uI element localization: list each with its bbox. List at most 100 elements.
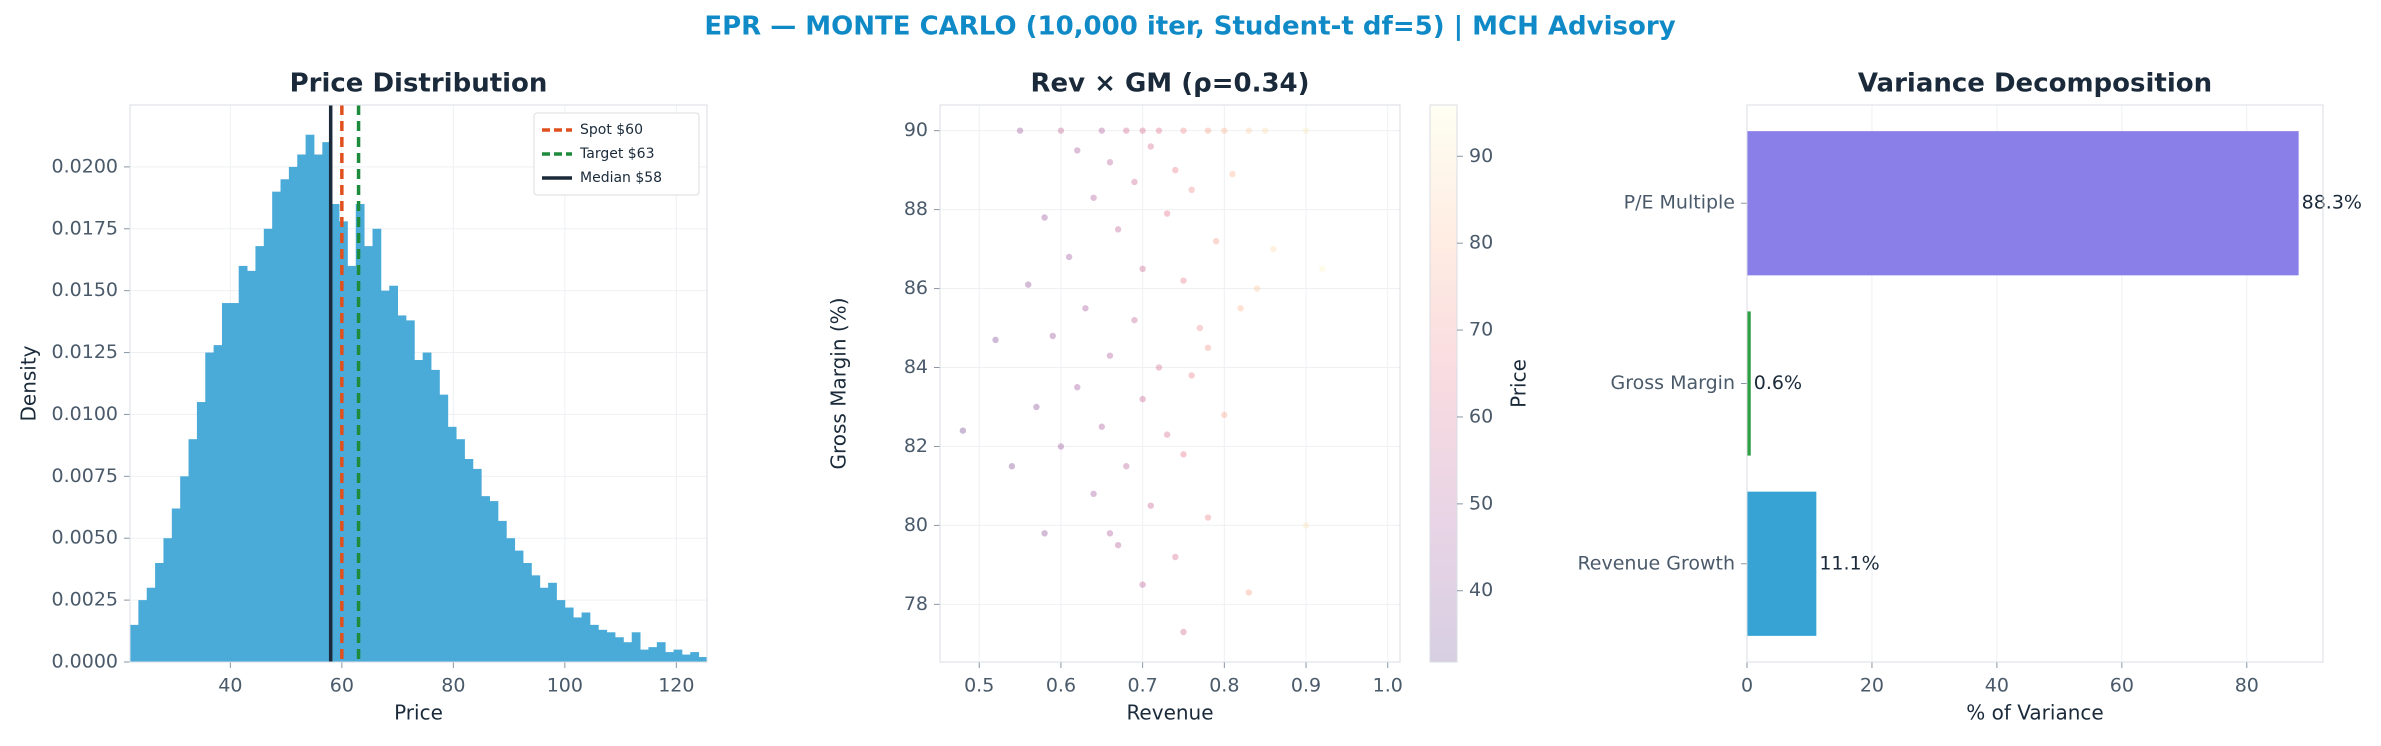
- value-label: 0.6%: [1754, 372, 1802, 394]
- histogram-bar: [506, 538, 516, 662]
- value-label: 88.3%: [2302, 192, 2362, 214]
- y-axis-label: Gross Margin (%): [827, 298, 851, 470]
- histogram-bar: [548, 582, 557, 662]
- legend-label: Target $63: [579, 146, 654, 162]
- histogram-bar: [656, 642, 666, 662]
- scatter-point: [1057, 443, 1065, 450]
- histogram-bar: [405, 320, 415, 662]
- colorbar-tick-label: 80: [1469, 232, 1493, 254]
- x-tick-label: 0.7: [1128, 675, 1158, 697]
- y-tick-label: 82: [904, 435, 928, 457]
- histogram-bar: [380, 290, 390, 662]
- histogram-bar: [556, 600, 566, 662]
- histogram-bar: [297, 154, 307, 662]
- scatter-point: [1090, 194, 1097, 201]
- scatter-point: [1139, 265, 1146, 273]
- histogram-bar: [163, 538, 173, 662]
- histogram-bar: [564, 607, 574, 662]
- histogram-bar: [698, 657, 708, 662]
- colorbar-tick-label: 90: [1469, 145, 1493, 167]
- value-label: 11.1%: [1819, 552, 1879, 574]
- scatter-point: [1319, 265, 1326, 273]
- histogram-bar: [389, 285, 398, 662]
- histogram-bar: [673, 649, 683, 662]
- histogram-bar: [447, 426, 457, 662]
- histogram-bar: [631, 632, 641, 662]
- histogram-bar: [238, 265, 248, 662]
- histogram-bar: [188, 439, 198, 662]
- y-tick-label: Revenue Growth: [1577, 552, 1735, 574]
- scatter-point: [1090, 490, 1097, 498]
- colorbar-tick-label: 50: [1469, 492, 1493, 514]
- scatter-point: [1147, 143, 1154, 150]
- figure-title: EPR — MONTE CARLO (10,000 iter, Student-…: [704, 12, 1675, 42]
- histogram-bar: [414, 359, 424, 662]
- plot-frame: [939, 104, 1401, 663]
- x-tick-label: 60: [330, 675, 354, 697]
- bar: [1747, 491, 1817, 636]
- x-tick-label: 0.9: [1291, 675, 1321, 697]
- scatter-point: [1163, 431, 1171, 438]
- y-tick-label: 0.0175: [52, 217, 118, 239]
- y-tick-label: Gross Margin: [1611, 372, 1735, 394]
- histogram-bar: [497, 520, 507, 662]
- scatter-point: [1131, 178, 1138, 186]
- scatter-point: [1123, 127, 1130, 134]
- y-tick-label: 86: [904, 277, 928, 299]
- histogram-bar: [615, 637, 624, 662]
- x-tick-label: 0: [1741, 675, 1753, 697]
- scatter-point: [1245, 127, 1253, 134]
- histogram-bar: [489, 501, 499, 662]
- histogram-bar: [263, 228, 273, 662]
- legend-label: Median $58: [580, 170, 662, 186]
- scatter-point: [1270, 245, 1277, 253]
- histogram-bar: [456, 439, 465, 662]
- y-tick-label: 88: [904, 198, 928, 220]
- histogram-bar: [130, 624, 139, 662]
- y-tick-label: 0.0150: [52, 279, 118, 301]
- x-axis-label: % of Variance: [1966, 701, 2103, 725]
- y-tick-label: 0.0050: [52, 527, 118, 549]
- x-axis-label: Revenue: [1126, 701, 1213, 725]
- y-axis-label: Density: [17, 345, 41, 421]
- bar: [1747, 311, 1751, 456]
- histogram-bar: [230, 303, 240, 662]
- histogram-bar: [648, 647, 658, 662]
- histogram-bar: [205, 352, 215, 662]
- scatter-point: [1172, 553, 1179, 561]
- scatter-point: [1114, 541, 1122, 549]
- scatter-point: [1204, 344, 1212, 351]
- x-tick-label: 40: [218, 675, 242, 697]
- histogram-bar: [431, 369, 440, 662]
- scatter-point: [1074, 147, 1081, 154]
- scatter-point: [1123, 463, 1130, 470]
- x-tick-label: 80: [441, 675, 465, 697]
- scatter-point: [1302, 127, 1310, 134]
- scatter-point: [1188, 186, 1195, 194]
- y-tick-label: 0.0200: [52, 155, 118, 177]
- histogram-bar: [397, 315, 407, 662]
- scatter-point: [1033, 403, 1040, 411]
- colorbar-tick-label: 70: [1469, 319, 1493, 341]
- scatter-point: [992, 336, 999, 344]
- scatter-point: [1131, 316, 1138, 324]
- histogram-bar: [472, 468, 482, 662]
- histogram-bar: [439, 394, 449, 662]
- legend-label: Spot $60: [580, 122, 643, 138]
- y-tick-label: 0.0100: [52, 403, 118, 425]
- scatter-point: [959, 427, 967, 434]
- y-tick-label: 90: [904, 119, 928, 141]
- scatter-point: [1253, 285, 1261, 292]
- scatter-point: [1212, 237, 1220, 245]
- x-tick-label: 120: [658, 675, 694, 697]
- scatter-point: [1163, 210, 1171, 217]
- scatter-point: [1057, 127, 1065, 134]
- x-tick-label: 100: [547, 675, 583, 697]
- y-tick-label: 0.0125: [52, 341, 118, 363]
- x-tick-label: 0.6: [1046, 675, 1076, 697]
- y-tick-label: 0.0000: [52, 651, 118, 673]
- plot-frame: [1746, 104, 2324, 663]
- plot-frame: [129, 104, 708, 663]
- x-tick-label: 20: [1860, 675, 1884, 697]
